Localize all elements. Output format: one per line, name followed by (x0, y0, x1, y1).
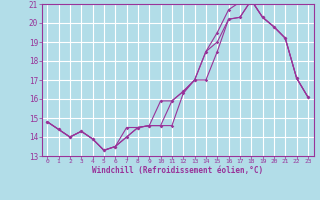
X-axis label: Windchill (Refroidissement éolien,°C): Windchill (Refroidissement éolien,°C) (92, 166, 263, 175)
